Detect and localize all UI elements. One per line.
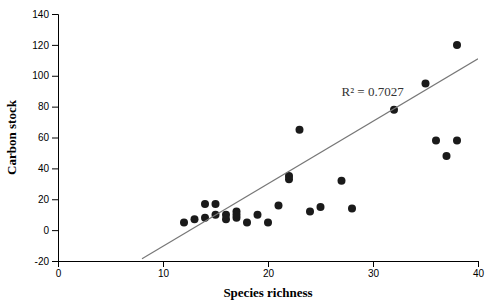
tick: 100 bbox=[32, 70, 58, 81]
tick-mark bbox=[52, 138, 58, 139]
x-axis: 0 10 20 30 40 bbox=[56, 261, 485, 279]
point bbox=[443, 152, 451, 160]
tick-mark bbox=[478, 261, 479, 267]
tick-label: 10 bbox=[158, 268, 170, 279]
tick-label: 0 bbox=[56, 268, 62, 279]
tick-mark bbox=[52, 261, 58, 262]
chart: 0 10 20 30 40 -20 0 20 40 60 80 100 120 140 R² = 0.702… bbox=[0, 0, 500, 307]
tick-mark bbox=[52, 107, 58, 108]
tick-mark bbox=[52, 230, 58, 231]
tick-mark bbox=[163, 261, 164, 267]
tick-label: 40 bbox=[473, 268, 485, 279]
tick: 30 bbox=[368, 261, 380, 279]
x-axis-title: Species richness bbox=[223, 285, 312, 300]
point bbox=[317, 203, 325, 211]
tick-label: 140 bbox=[32, 9, 49, 20]
tick: 140 bbox=[32, 9, 58, 20]
tick: 20 bbox=[263, 261, 275, 279]
point bbox=[264, 218, 272, 226]
point bbox=[296, 126, 304, 134]
point bbox=[233, 211, 241, 219]
axis-line bbox=[52, 15, 59, 262]
point bbox=[180, 218, 188, 226]
tick-mark bbox=[52, 76, 58, 77]
y-axis-title: Carbon stock bbox=[4, 99, 19, 175]
point bbox=[222, 211, 230, 219]
axis-line bbox=[59, 262, 479, 268]
tick-mark bbox=[52, 45, 58, 46]
tick: 40 bbox=[38, 163, 58, 174]
tick-label: 30 bbox=[368, 268, 380, 279]
tick: 40 bbox=[473, 261, 485, 279]
point bbox=[201, 200, 209, 208]
plot: 0 10 20 30 40 -20 0 20 40 60 80 100 120 140 R² = 0.702… bbox=[32, 9, 484, 279]
tick: 80 bbox=[38, 101, 58, 112]
tick-label: 80 bbox=[38, 101, 50, 112]
tick: 0 bbox=[56, 261, 62, 279]
tick: 0 bbox=[43, 225, 58, 236]
point bbox=[453, 137, 461, 145]
tick-label: 120 bbox=[32, 40, 49, 51]
tick: 60 bbox=[38, 132, 58, 143]
tick-mark bbox=[373, 261, 374, 267]
tick: 10 bbox=[158, 261, 170, 279]
point bbox=[191, 215, 199, 223]
tick-label: 0 bbox=[43, 225, 49, 236]
point bbox=[212, 200, 220, 208]
tick-mark bbox=[52, 168, 58, 169]
point bbox=[338, 177, 346, 185]
tick: -20 bbox=[35, 256, 58, 267]
point bbox=[275, 201, 283, 209]
tick-label: 20 bbox=[38, 194, 50, 205]
tick-mark bbox=[268, 261, 269, 267]
tick-label: 60 bbox=[38, 132, 50, 143]
point bbox=[306, 208, 314, 216]
point bbox=[201, 214, 209, 222]
tick-label: -20 bbox=[35, 256, 50, 267]
point bbox=[453, 41, 461, 49]
point bbox=[348, 205, 356, 213]
annotation: R² = 0.7027 bbox=[342, 84, 405, 99]
regression-line bbox=[142, 59, 478, 259]
tick-mark bbox=[52, 14, 58, 15]
tick-label: 100 bbox=[32, 70, 49, 81]
tick-mark bbox=[52, 199, 58, 200]
tick: 20 bbox=[38, 194, 58, 205]
point bbox=[422, 79, 430, 87]
tick: 120 bbox=[32, 40, 58, 51]
point bbox=[243, 218, 251, 226]
point bbox=[254, 211, 262, 219]
marks bbox=[142, 41, 478, 259]
point bbox=[432, 137, 440, 145]
y-axis: -20 0 20 40 60 80 100 120 140 bbox=[32, 9, 58, 267]
tick-label: 20 bbox=[263, 268, 275, 279]
tick-label: 40 bbox=[38, 163, 50, 174]
